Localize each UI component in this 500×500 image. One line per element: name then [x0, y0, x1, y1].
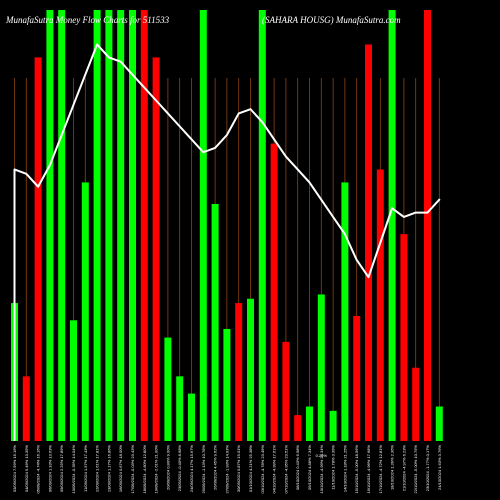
money-flow-bar [317, 294, 325, 441]
x-tick-label: 23/10/2024 -1.77% 0.17% [425, 445, 430, 492]
x-tick-label: 11/09/2024 1.57% 17.43% [83, 445, 88, 492]
x-tick-label: 26/09/2024 4.45% 9.62% [213, 445, 218, 490]
x-tick-label: 18/09/2024 -4.80% 12.80% [142, 445, 147, 494]
x-tick-label: 06/09/2024 1.33% 13.63% [47, 445, 52, 493]
money-flow-bar [46, 10, 54, 441]
tick-layer: 03/09/2024 7.99% 16.16% 04/09/2024 5.46% … [12, 445, 442, 494]
x-tick-label: 25/09/2024 -1.13% 10.78% [201, 445, 206, 494]
x-tick-label: 21/10/2024 -4.97% 6.23% [401, 445, 406, 492]
x-tick-label: 24/09/2024 4.17% 15.67% [189, 445, 194, 493]
x-tick-label: 23/09/2024 -0.40% 8.68% [177, 445, 182, 492]
x-tick-label: 04/10/2024 -4.99% 17.61% [272, 445, 277, 494]
money-flow-bar [93, 10, 101, 441]
x-tick-label: 05/09/2024 -4.74% 16.16% [36, 445, 41, 494]
x-tick-label: 09/09/2024 2.25% 17.89% [59, 445, 64, 493]
x-tick-label: 18/10/2024 1.39% 2.36% [390, 445, 395, 490]
x-tick-label: 12/09/2024 1.61% 17.81% [95, 445, 100, 493]
flow-trend-line [13, 43, 441, 279]
money-flow-bar [365, 44, 372, 441]
money-flow-bar [176, 376, 184, 441]
money-flow-bar [247, 298, 254, 441]
money-flow-bar [129, 10, 136, 441]
money-flow-bar [164, 337, 172, 441]
money-flow-bar [34, 57, 42, 441]
x-tick-label: 15/10/2024 -5.00% 18.56% [354, 445, 359, 494]
money-flow-bar [81, 182, 89, 441]
chart-title: MunafaSutra Money Flow Charts for 511533 [5, 15, 170, 25]
money-flow-bar [223, 328, 231, 441]
money-flow-bar [376, 169, 384, 441]
x-tick-label: 09/10/2024 4.88% 7.34% [307, 445, 312, 490]
money-flow-bar [294, 415, 302, 441]
money-flow-bar [199, 10, 207, 441]
money-flow-bar [282, 341, 290, 441]
x-tick-label: 17/09/2024 -0.03% 23.43% [130, 445, 135, 494]
x-tick-label: 20/09/2024 0.80% 9.00% [165, 445, 170, 490]
x-tick-label: 24/10/2024 1.63% 3.76% [437, 445, 442, 490]
x-tick-label: 16/09/2024 0.67% 18.00% [118, 445, 123, 493]
chart-subtitle: (SAHARA HOUSG) MunafaSutra.com [262, 15, 401, 25]
money-flow-bar [435, 406, 443, 441]
x-tick-label: 10/09/2024 -0.35% 14.04% [71, 445, 76, 494]
x-tick-label: 13/09/2024 1.17% 16.86% [106, 445, 111, 493]
bar-layer [11, 10, 443, 442]
money-flow-bar [211, 203, 219, 441]
money-flow-bar [70, 320, 77, 441]
x-tick-label: 16/10/2024 -4.96% 17.68% [366, 445, 371, 494]
x-tick-label: 07/10/2024 -4.95% 23.51% [283, 445, 288, 494]
x-tick-label: 04/09/2024 5.46% 13.35% [24, 445, 29, 493]
x-tick-note: 0.20% [316, 453, 328, 458]
x-tick-label: 27/09/2024 -1.93% 14.93% [224, 445, 229, 494]
money-flow-bar [22, 376, 30, 441]
money-flow-bar [353, 316, 361, 441]
x-tick-label: 10/10/2024 -4.99% 24.34% [319, 445, 324, 494]
money-flow-bar [105, 10, 113, 441]
money-flow-bar [235, 303, 243, 441]
x-tick-label: 08/10/2024 0.43% 6.98% [295, 445, 300, 490]
money-flow-bar [152, 57, 160, 441]
money-flow-bar [388, 10, 396, 441]
x-tick-label: 03/10/2024 -4.78% 23.49% [260, 445, 265, 494]
x-tick-label: 19/09/2024 -2.61% 21.00% [154, 445, 159, 494]
line-layer [13, 43, 441, 441]
x-tick-label: 01/10/2024 4.21% 25.38% [248, 445, 253, 493]
x-tick-label: 03/09/2024 7.99% 16.16% [12, 445, 17, 493]
money-flow-bar [400, 234, 408, 441]
money-flow-bar [329, 410, 337, 441]
money-flow-bar [188, 393, 195, 441]
x-tick-label: 17/10/2024 -4.72% 12.81% [378, 445, 383, 494]
money-flow-bar [270, 143, 278, 442]
money-flow-bar [424, 10, 431, 441]
money-flow-bar [58, 10, 66, 441]
x-tick-label: 14/10/2024 1.18% 21.25% [342, 445, 347, 493]
x-tick-label: 11/10/2024 1.78% 3.39% [331, 445, 336, 490]
x-tick-label: 22/10/2024 -5.00% 10.75% [413, 445, 418, 494]
money-flow-bar [412, 367, 420, 441]
money-flow-bar [258, 10, 266, 441]
money-flow-bar [117, 10, 125, 441]
x-tick-label: 30/09/2024 0.87% 19.01% [236, 445, 241, 493]
money-flow-bar [306, 406, 313, 441]
money-flow-bar [341, 182, 349, 441]
money-flow-bar [140, 10, 148, 441]
